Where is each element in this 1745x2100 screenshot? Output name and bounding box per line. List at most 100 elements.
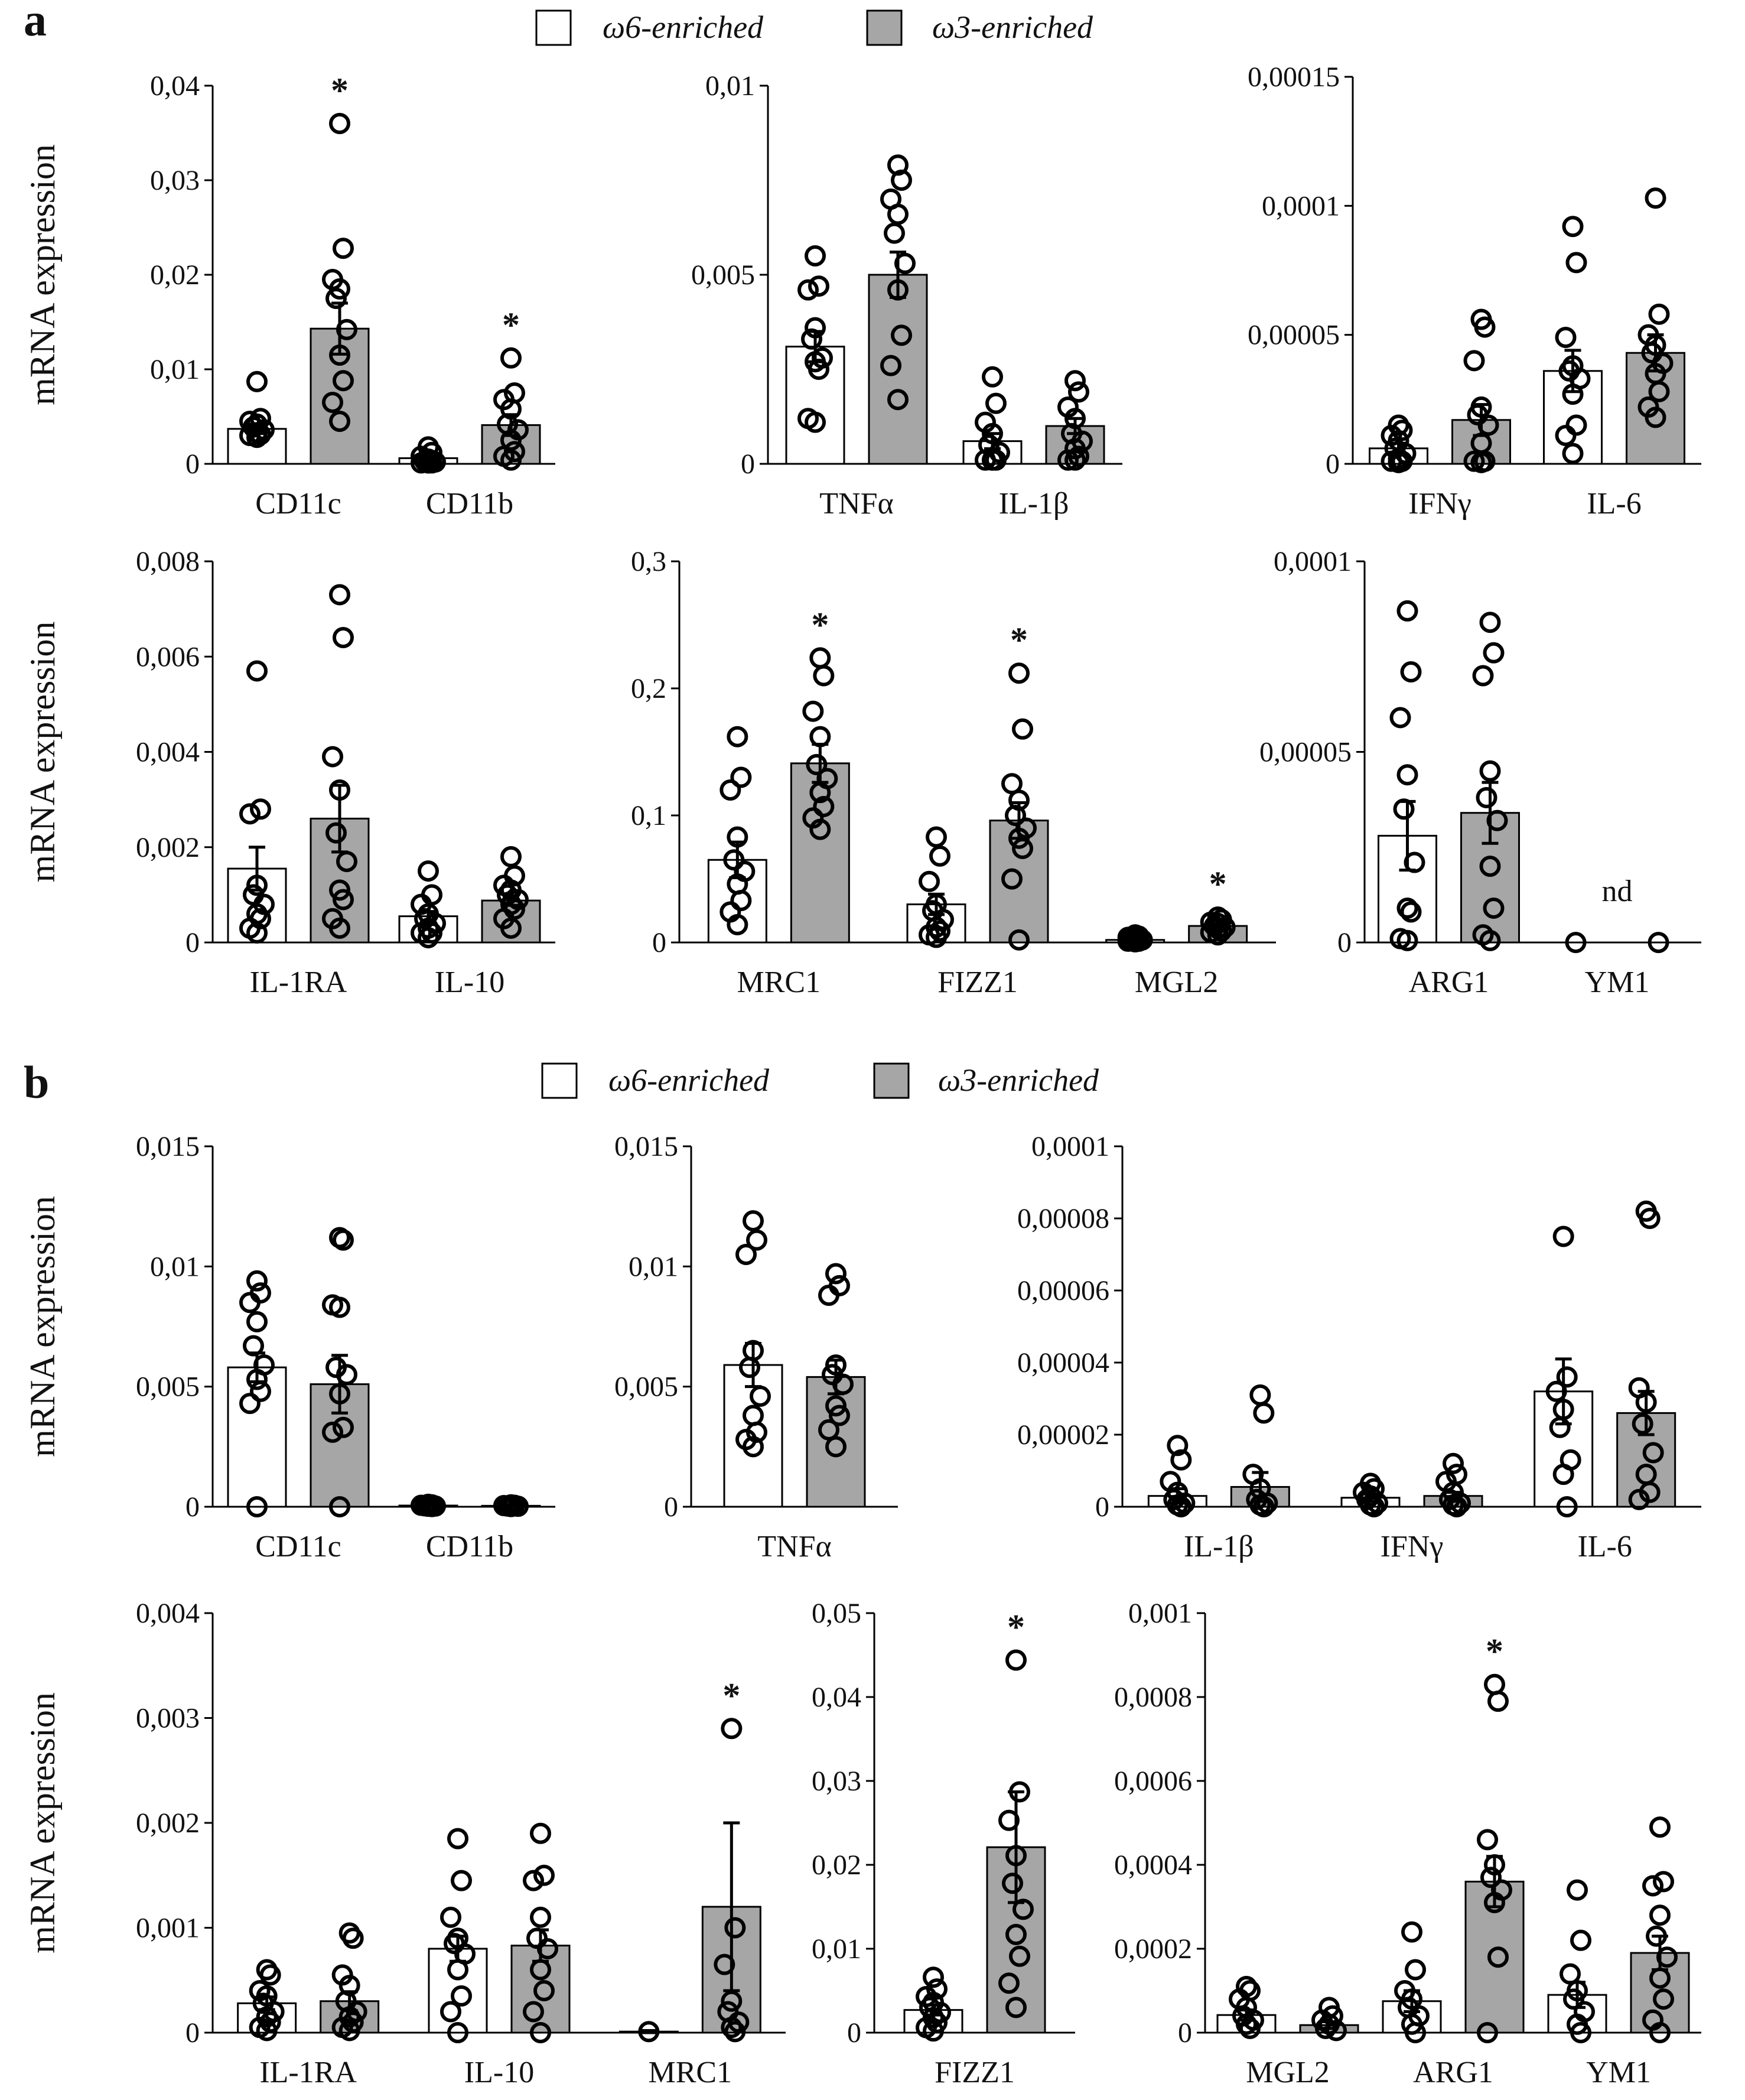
data-point [1474,316,1496,338]
data-point [1477,2022,1498,2043]
legend-omega6-swatch [541,1062,578,1099]
data-point [333,370,354,392]
data-point [982,422,1003,444]
y-axis-label: mRNA expression [23,1692,62,1953]
data-point [818,1419,839,1441]
data-point [1253,1496,1275,1517]
data-point [246,1368,268,1390]
y-tick-label: 0,05 [812,1598,861,1629]
chart-11: 0 0,0002 0,0004 0,0006 0,0008 0,001 MGL2 ARG1 * Y… [1114,1598,1701,2089]
data-point [1009,1945,1030,1967]
data-point [329,779,350,801]
data-point [982,366,1003,388]
data-point [530,2022,551,2043]
significance-star: * [1486,1632,1503,1671]
data-point [884,222,905,244]
data-point [1400,901,1422,923]
y-tick-label: 0,04 [150,70,200,102]
data-point [1008,827,1030,849]
data-point [1649,2022,1671,2043]
y-tick-label: 0,008 [136,546,200,577]
data-point [329,917,350,939]
data-point [805,245,826,266]
y-tick-label: 0 [185,448,200,480]
data-point [329,1296,350,1318]
data-point [451,1985,472,2007]
data-point [1124,931,1146,953]
data-point [322,392,343,413]
y-tick-label: 0,00002 [1017,1419,1109,1451]
data-point [1443,1452,1464,1474]
data-point [730,766,752,788]
category-label: IFNγ [1408,487,1471,521]
data-point [1645,407,1666,428]
y-tick-label: 0,0001 [1031,1131,1109,1162]
y-tick-label: 0,3 [631,546,666,577]
data-point [802,700,824,722]
data-point [1653,1988,1674,2010]
data-point [418,860,439,882]
data-point [246,922,268,944]
data-point [1388,451,1409,473]
data-point [813,665,835,687]
data-point [1064,449,1086,471]
data-point [735,1244,757,1265]
data-point [1477,414,1499,436]
data-point [1326,2020,1347,2042]
data-point [243,1335,264,1357]
data-point [447,1828,468,1849]
y-tick-label: 0,005 [136,1371,200,1403]
data-point [322,1421,343,1443]
y-tick-label: 0 [185,927,200,958]
data-point [333,1416,354,1438]
data-point [329,278,350,300]
data-point [887,389,909,411]
category-label: TNFα [819,487,893,521]
data-point [1649,1967,1671,1989]
category-label: MGL2 [1135,966,1219,999]
data-point [1487,1946,1509,1968]
data-point [1483,642,1505,664]
data-point [1005,1997,1027,2018]
y-tick-label: 0 [185,1491,200,1523]
significance-star: * [502,305,520,344]
data-point [1484,1854,1505,1875]
data-point [1393,798,1415,820]
data-point [1239,2017,1261,2039]
data-point [714,1953,735,1975]
y-tick-label: 0,002 [136,832,200,863]
significance-star: * [1007,1608,1025,1647]
data-point [440,1906,461,1928]
y-tick-label: 0,03 [150,165,200,196]
chart-2: 0 0,00005 0,0001 0,00015 IFNγ IL-6 [1248,61,1701,521]
category-label: FIZZ1 [937,966,1018,999]
data-point [1064,370,1086,392]
data-point [926,927,947,948]
data-point [805,411,826,433]
y-tick-label: 0 [652,927,666,958]
data-point [421,1496,442,1517]
data-point [750,1385,771,1407]
data-point [1012,718,1033,740]
data-point [325,288,347,309]
data-point [418,452,439,474]
data-point [1001,868,1023,890]
data-point [336,850,357,872]
data-point [329,344,350,366]
data-point [333,1229,354,1251]
data-point [526,1927,548,1949]
data-point [256,2020,278,2042]
data-point [739,1357,760,1379]
y-tick-label: 0,002 [136,1808,200,1839]
data-point [1479,929,1501,951]
data-point [730,890,752,912]
y-tick-label: 0 [185,2017,200,2049]
category-label: CD11b [426,1530,513,1563]
data-point [1486,810,1508,831]
data-point [1487,1691,1509,1712]
data-point [801,328,822,350]
data-point [523,1870,544,1891]
data-point [1405,1959,1426,1981]
y-tick-label: 0,001 [136,1913,200,1944]
data-point [1555,424,1577,446]
